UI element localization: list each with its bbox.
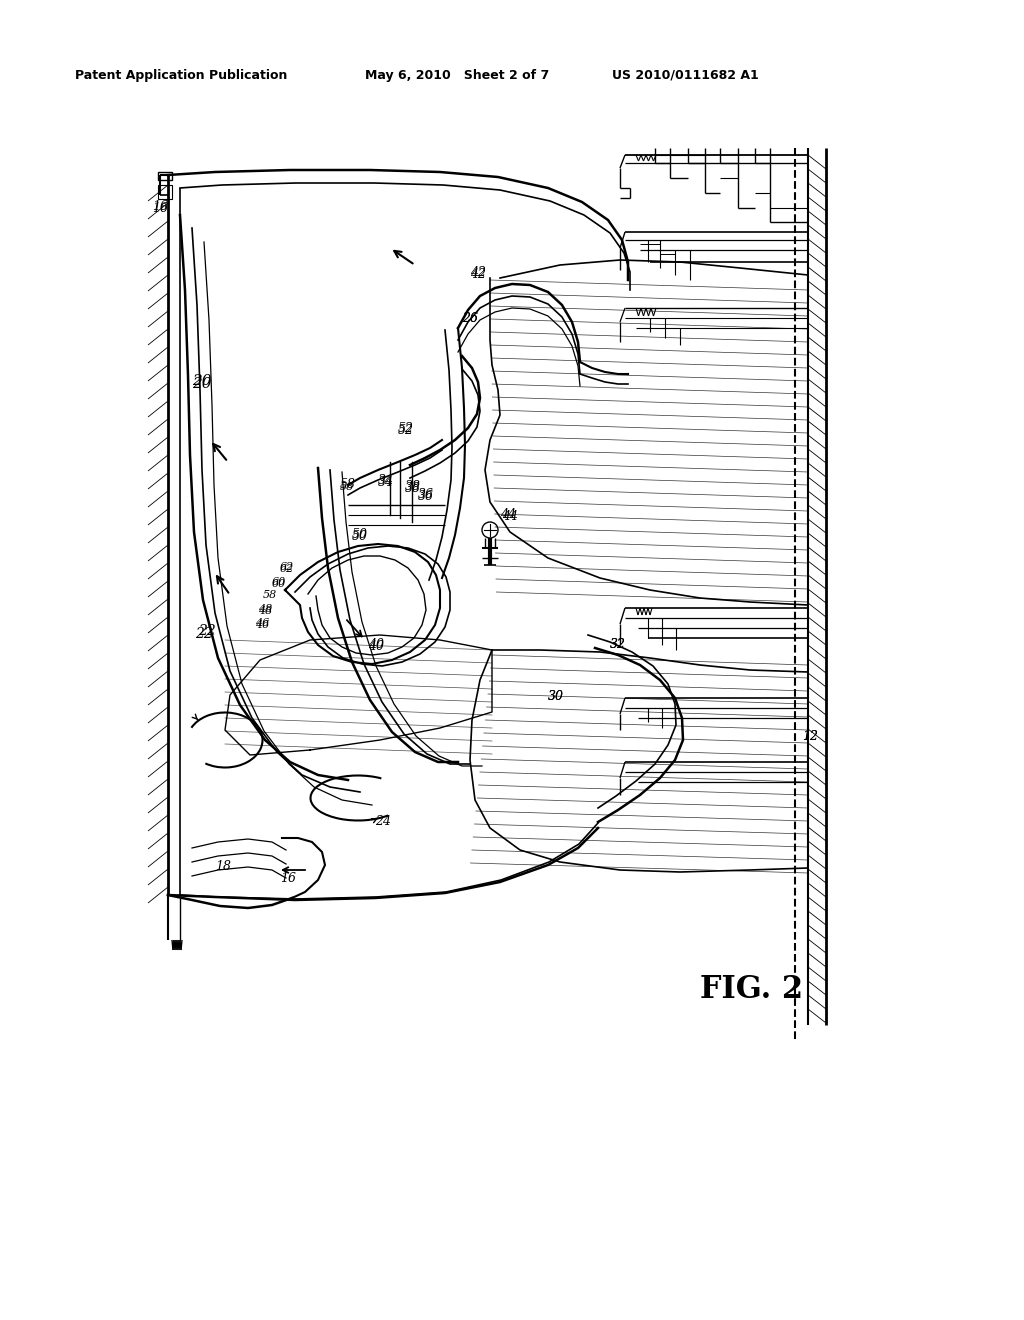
Text: 34: 34 bbox=[378, 477, 394, 488]
Text: 44: 44 bbox=[502, 510, 518, 523]
Bar bbox=[158, 172, 172, 180]
Text: 38: 38 bbox=[406, 480, 421, 492]
Text: US 2010/0111682 A1: US 2010/0111682 A1 bbox=[612, 69, 759, 82]
Text: 32: 32 bbox=[610, 638, 626, 651]
Text: 44: 44 bbox=[500, 508, 516, 521]
Text: 62: 62 bbox=[280, 564, 294, 574]
Text: 60: 60 bbox=[272, 577, 287, 587]
Text: 40: 40 bbox=[368, 638, 384, 651]
Text: 50: 50 bbox=[352, 528, 368, 541]
Text: 58: 58 bbox=[340, 478, 356, 491]
Text: 26: 26 bbox=[462, 312, 478, 325]
Text: 30: 30 bbox=[548, 690, 564, 704]
Text: 22: 22 bbox=[198, 624, 216, 638]
Text: 36: 36 bbox=[418, 490, 434, 503]
Text: 16: 16 bbox=[152, 202, 168, 215]
Text: 52: 52 bbox=[398, 422, 414, 436]
Text: 36: 36 bbox=[418, 488, 434, 502]
Text: 22: 22 bbox=[195, 627, 213, 642]
Text: 34: 34 bbox=[378, 474, 394, 487]
Text: 12: 12 bbox=[802, 730, 818, 743]
Text: 48: 48 bbox=[258, 606, 272, 616]
Text: 62: 62 bbox=[280, 562, 294, 572]
Text: 42: 42 bbox=[470, 267, 486, 279]
Text: 16: 16 bbox=[152, 201, 168, 213]
Text: May 6, 2010   Sheet 2 of 7: May 6, 2010 Sheet 2 of 7 bbox=[365, 69, 549, 82]
Text: 30: 30 bbox=[548, 690, 564, 704]
Text: 16: 16 bbox=[280, 873, 296, 884]
Text: 46: 46 bbox=[255, 618, 269, 628]
Text: 38: 38 bbox=[406, 482, 421, 495]
Text: 32: 32 bbox=[610, 638, 626, 651]
Text: 18: 18 bbox=[215, 861, 231, 873]
Text: 40: 40 bbox=[368, 640, 384, 653]
Text: 20: 20 bbox=[193, 374, 212, 388]
Text: 52: 52 bbox=[398, 424, 414, 437]
Text: 24: 24 bbox=[375, 814, 391, 828]
Text: 20: 20 bbox=[193, 378, 212, 391]
Text: FIG. 2: FIG. 2 bbox=[700, 974, 803, 1006]
Text: 12: 12 bbox=[802, 730, 818, 743]
Text: 42: 42 bbox=[470, 268, 486, 281]
Text: 58: 58 bbox=[340, 482, 354, 492]
Text: 48: 48 bbox=[258, 605, 272, 614]
Text: 26: 26 bbox=[462, 312, 478, 325]
Text: 58: 58 bbox=[263, 590, 278, 601]
Text: 60: 60 bbox=[272, 579, 287, 589]
Text: 50: 50 bbox=[352, 531, 368, 543]
Text: Patent Application Publication: Patent Application Publication bbox=[75, 69, 288, 82]
Text: 46: 46 bbox=[255, 620, 269, 630]
Bar bbox=[158, 185, 172, 199]
